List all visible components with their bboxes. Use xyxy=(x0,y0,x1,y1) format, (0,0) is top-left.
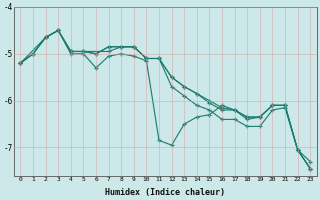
X-axis label: Humidex (Indice chaleur): Humidex (Indice chaleur) xyxy=(105,188,225,197)
